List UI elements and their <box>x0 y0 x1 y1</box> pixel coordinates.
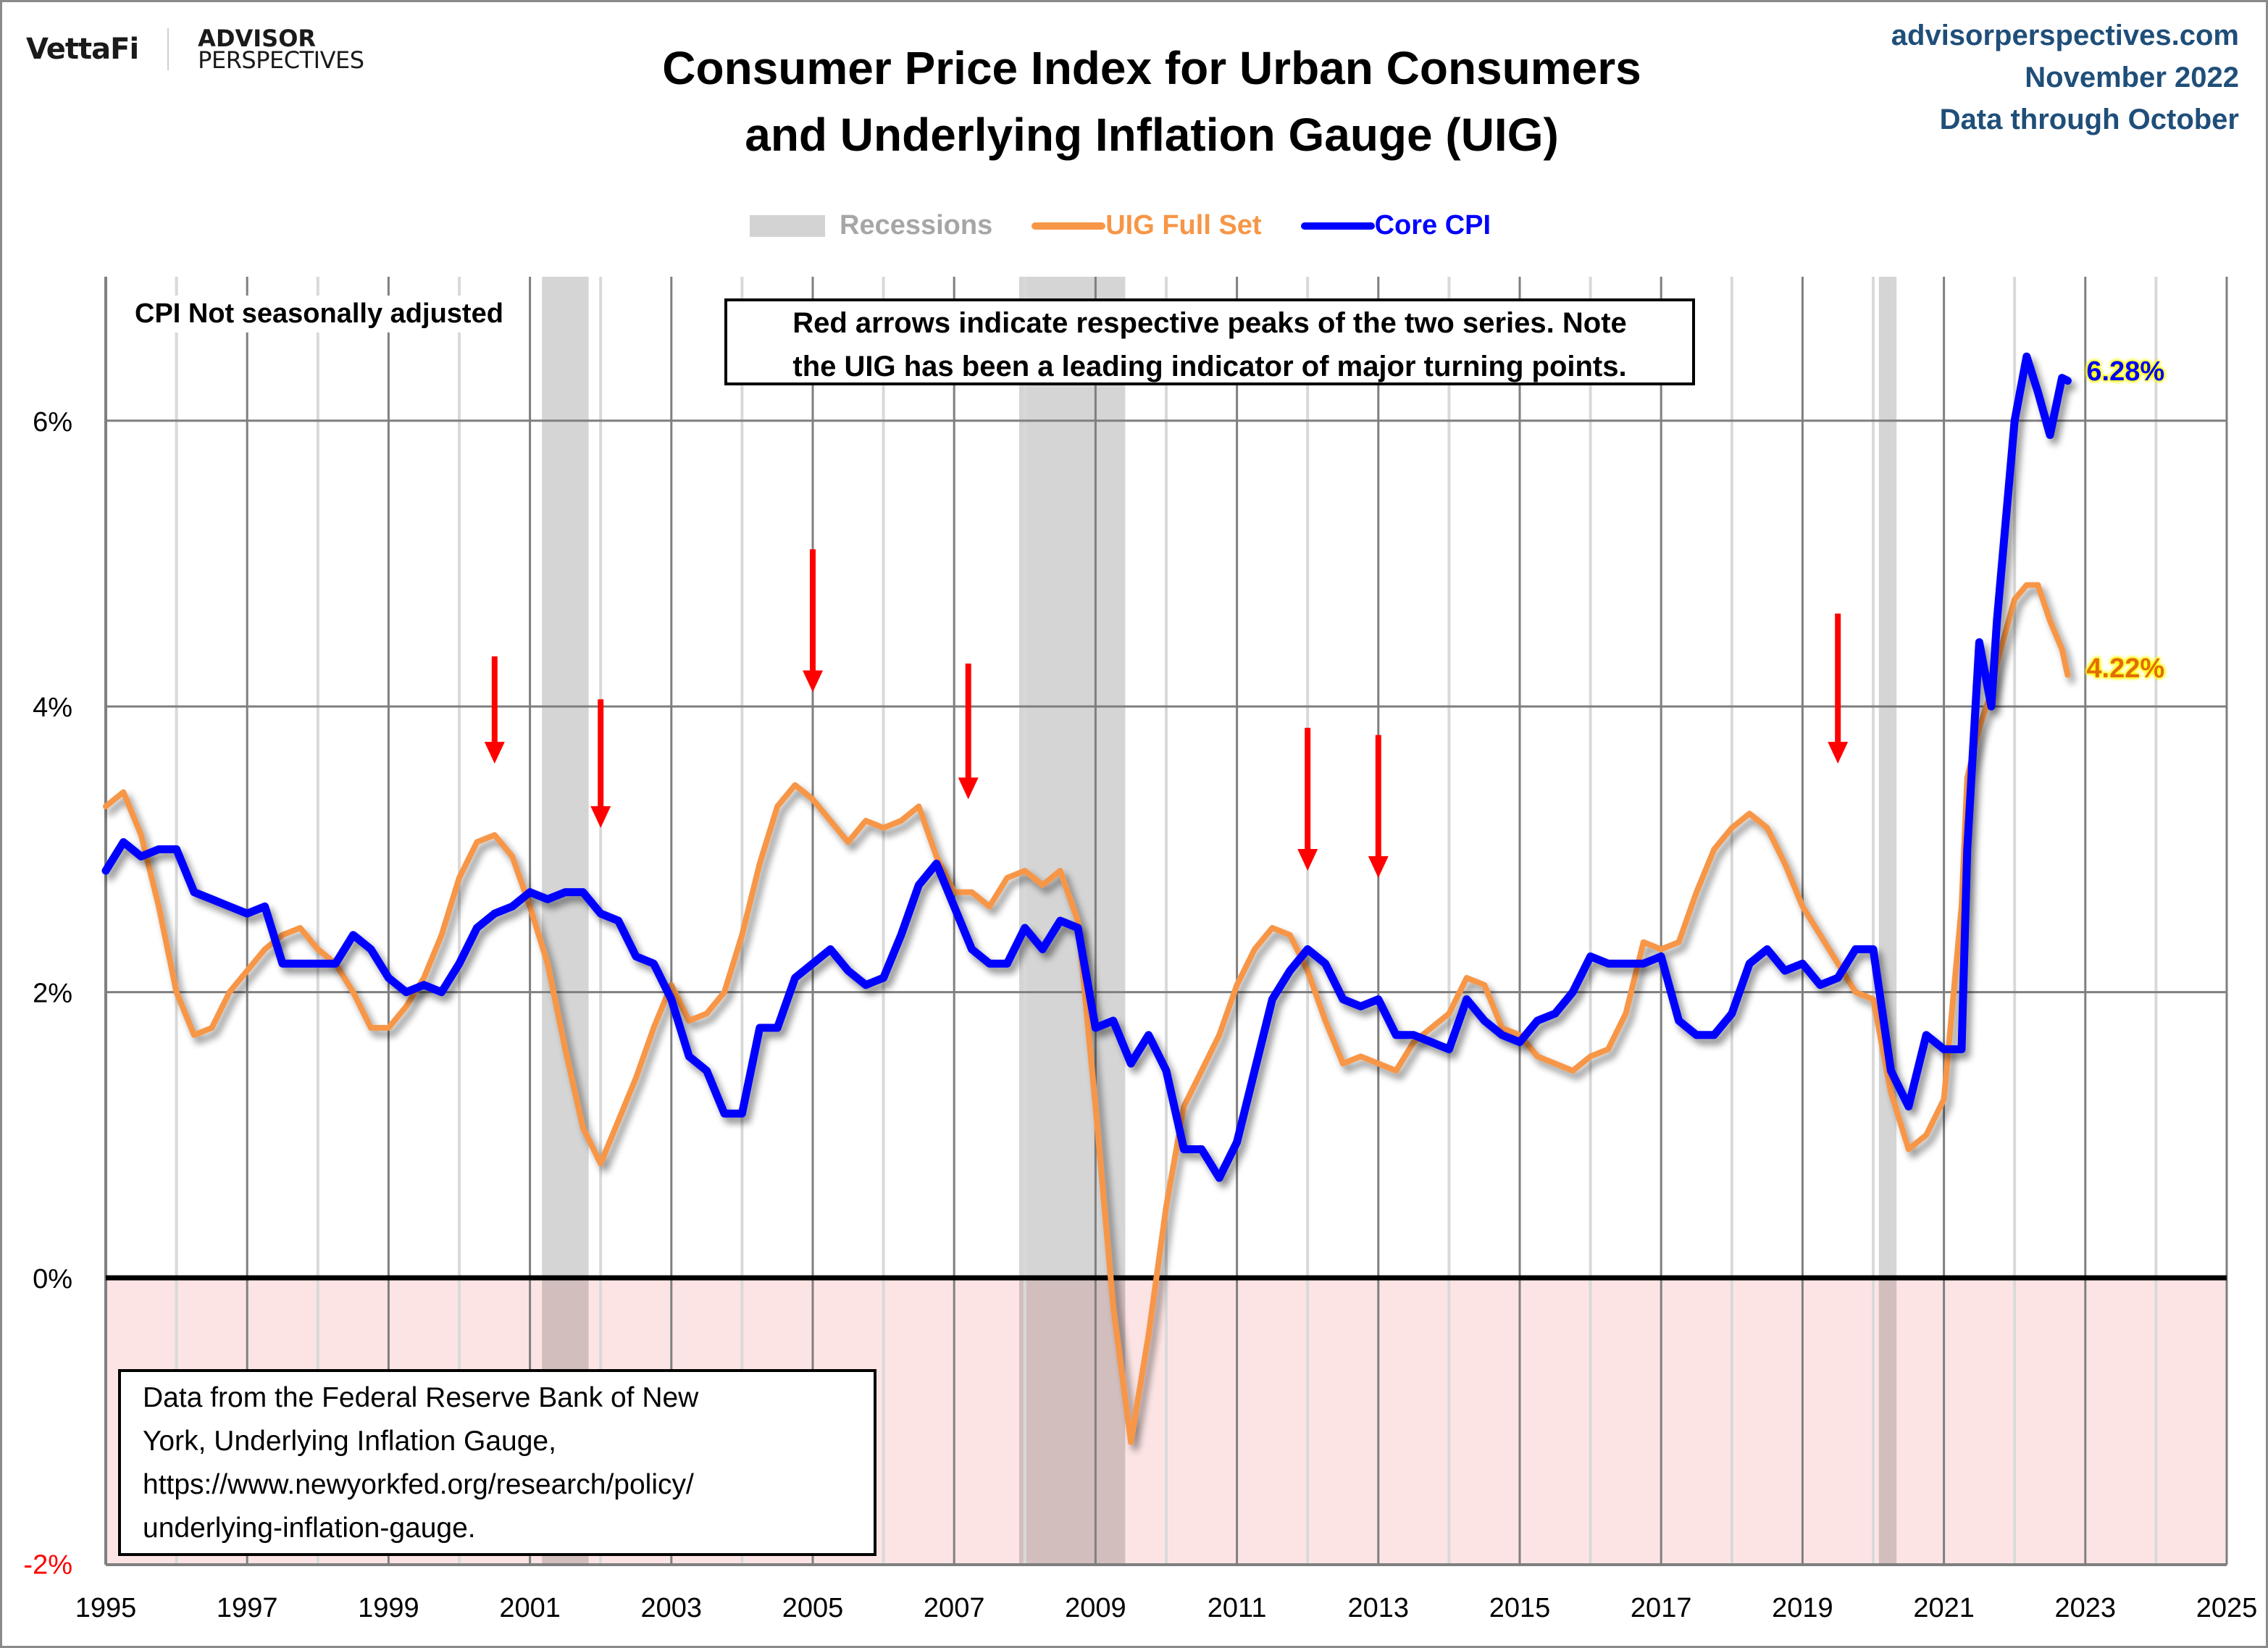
legend-swatch-uig <box>1032 222 1106 230</box>
logo-line-1: ADVISOR <box>198 25 317 52</box>
x-tick-label: 2005 <box>782 1593 844 1623</box>
logo-line-2: PERSPECTIVES <box>198 46 364 74</box>
recession-band <box>1878 277 1897 1565</box>
series-uig-line <box>103 582 2071 1445</box>
legend: Recessions UIG Full Set Core CPI <box>750 210 1530 241</box>
x-tick-label: 1999 <box>358 1593 419 1623</box>
legend-item-recessions: Recessions <box>750 210 992 241</box>
series-lines <box>101 352 2072 1445</box>
source-line-2: York, Underlying Inflation Gauge, <box>143 1426 556 1457</box>
x-tick-label: 2001 <box>499 1593 561 1623</box>
advisor-perspectives-logo: ADVISOR PERSPECTIVES <box>198 25 364 74</box>
peak-arrow-head <box>803 670 823 693</box>
peak-arrow-head <box>590 806 611 828</box>
axes <box>104 277 2227 1566</box>
recession-band <box>1018 277 1126 1565</box>
title-line-1: Consumer Price Index for Urban Consumers <box>662 42 1641 94</box>
x-tick-label: 2003 <box>641 1593 703 1623</box>
header-meta: advisorperspectives.com November 2022 Da… <box>1891 14 2239 141</box>
x-tick-label: 2019 <box>1772 1593 1833 1623</box>
tick-labels: 1995 1997 1999 2001 2003 2005 2007 2009 2011 2013… <box>23 407 2257 1623</box>
legend-item-uig: UIG Full Set <box>1032 210 1262 241</box>
recession-band <box>542 277 589 1565</box>
source-note: Data from the Federal Reserve Bank of Ne… <box>118 1369 876 1556</box>
source-line-4: underlying-inflation-gauge. <box>143 1513 476 1544</box>
legend-item-core: Core CPI <box>1300 210 1491 241</box>
arrows-note-line-1: Red arrows indicate respective peaks of … <box>792 307 1627 339</box>
y-tick-label: 2% <box>33 979 72 1009</box>
legend-label-uig: UIG Full Set <box>1105 210 1262 240</box>
x-tick-label: 2007 <box>924 1593 985 1623</box>
x-tick-label: 2013 <box>1348 1593 1410 1623</box>
peak-arrow-head <box>1368 856 1389 878</box>
site-label: advisorperspectives.com <box>1891 20 2239 51</box>
vettafi-logo: VettaFi <box>26 33 139 66</box>
arrows-note-line-2: the UIG has been a leading indicator of … <box>792 351 1627 382</box>
uig-end-label: 4.22% <box>2086 653 2165 684</box>
date-label: November 2022 <box>2025 62 2239 93</box>
y-tick-label: -2% <box>23 1549 72 1580</box>
peak-arrow-head <box>958 777 979 800</box>
series-core-cpi-line <box>101 352 2072 1182</box>
x-tick-label: 1997 <box>217 1593 278 1623</box>
x-tick-label: 2015 <box>1489 1593 1551 1623</box>
data-through-label: Data through October <box>1939 104 2239 135</box>
x-tick-label: 1995 <box>75 1593 137 1623</box>
chart-title: Consumer Price Index for Urban Consumers… <box>464 35 1840 168</box>
legend-label-recessions: Recessions <box>840 210 993 240</box>
source-line-3: https://www.newyorkfed.org/research/poli… <box>143 1469 694 1500</box>
x-tick-label: 2009 <box>1065 1593 1126 1623</box>
y-tick-label: 0% <box>33 1264 72 1294</box>
peak-arrow-head <box>1828 742 1849 764</box>
legend-swatch-core <box>1300 222 1375 230</box>
x-tick-label: 2025 <box>2196 1593 2258 1623</box>
x-tick-label: 2011 <box>1208 1593 1267 1623</box>
legend-label-core: Core CPI <box>1374 210 1491 240</box>
cpi-note: CPI Not seasonally adjusted <box>123 296 515 332</box>
peak-arrows <box>484 549 1849 878</box>
x-tick-label: 2023 <box>2055 1593 2117 1623</box>
core-cpi-end-label: 6.28% <box>2086 356 2165 387</box>
legend-swatch-recessions <box>750 214 825 237</box>
x-tick-label: 2017 <box>1631 1593 1692 1623</box>
x-tick-label: 2021 <box>1913 1593 1975 1623</box>
logo: VettaFi ADVISOR PERSPECTIVES <box>26 25 364 74</box>
peak-arrow-head <box>484 742 505 764</box>
y-tick-label: 4% <box>33 693 72 723</box>
logo-divider <box>167 28 170 70</box>
title-line-2: and Underlying Inflation Gauge (UIG) <box>745 109 1559 161</box>
y-tick-label: 6% <box>33 407 72 438</box>
peak-arrow-head <box>1297 848 1318 871</box>
recession-bands <box>542 277 1897 1565</box>
arrows-note: Red arrows indicate respective peaks of … <box>724 298 1695 385</box>
source-line-1: Data from the Federal Reserve Bank of Ne… <box>143 1382 699 1413</box>
